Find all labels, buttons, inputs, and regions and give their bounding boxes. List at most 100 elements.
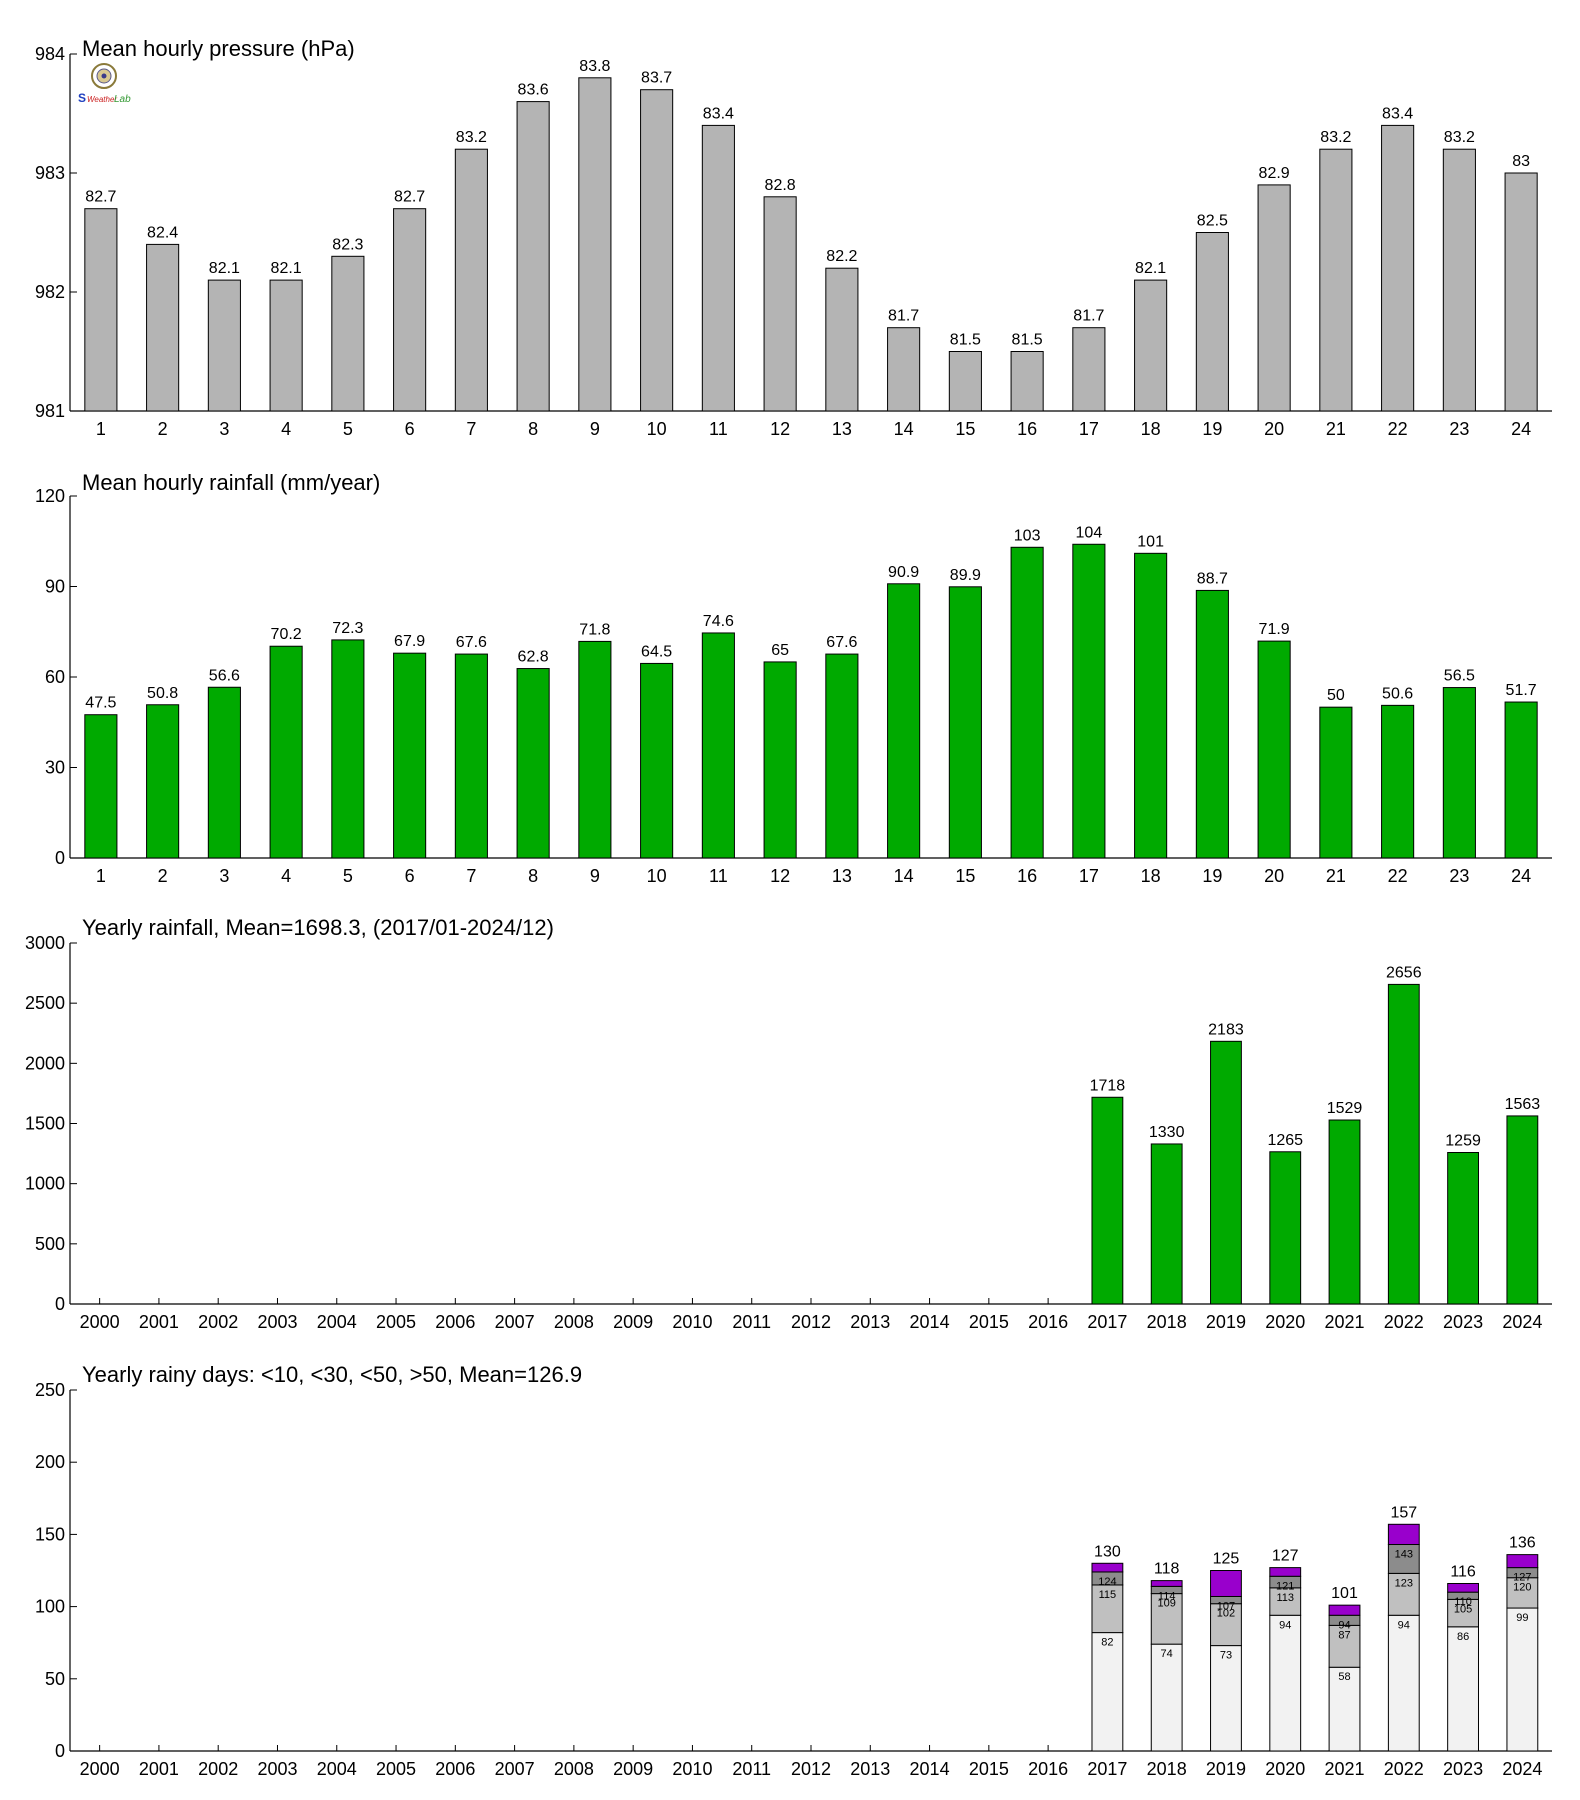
y-tick-label: 982 <box>35 282 65 302</box>
data-label: 90.9 <box>888 564 919 581</box>
data-label: 67.9 <box>394 633 425 650</box>
stacked-segment <box>1150 1643 1183 1752</box>
bar <box>516 668 550 859</box>
x-tick-label: 24 <box>1511 419 1531 439</box>
stacked-segment <box>1269 1567 1302 1577</box>
y-tick-label: 1000 <box>25 1174 65 1194</box>
data-label: 83.4 <box>703 105 734 122</box>
x-tick-label: 2006 <box>435 1312 475 1332</box>
bar <box>1210 1040 1242 1305</box>
bar <box>1328 1119 1361 1305</box>
bar <box>1506 1115 1539 1305</box>
bar <box>1010 351 1044 412</box>
bar <box>825 267 859 412</box>
y-tick-label: 2000 <box>25 1053 65 1073</box>
bar <box>84 714 118 859</box>
data-label: 83.7 <box>641 70 672 87</box>
x-tick-label: 17 <box>1079 866 1099 886</box>
data-label: 103 <box>1014 527 1041 544</box>
y-tick-label: 0 <box>55 1294 65 1314</box>
bar <box>578 640 612 859</box>
bar <box>1387 983 1420 1305</box>
bar <box>207 686 241 859</box>
bar <box>948 586 982 859</box>
bar <box>1269 1151 1302 1305</box>
data-label: 83.2 <box>1444 129 1475 146</box>
bar <box>948 351 982 412</box>
x-tick-label: 6 <box>405 419 415 439</box>
x-tick-label: 11 <box>709 866 728 886</box>
y-tick-label: 200 <box>35 1452 65 1472</box>
data-label: 89.9 <box>950 567 981 584</box>
x-tick-label: 2018 <box>1147 1759 1187 1779</box>
y-tick-label: 150 <box>35 1524 65 1544</box>
segment-label: 82 <box>1101 1637 1113 1649</box>
data-label: 81.5 <box>950 332 981 349</box>
bar <box>1381 124 1415 412</box>
stacked-segment <box>1447 1598 1479 1628</box>
segment-label: 87 <box>1338 1629 1350 1641</box>
x-tick-label: 2015 <box>969 1759 1009 1779</box>
data-label: 64.5 <box>641 643 672 660</box>
y-tick-label: 250 <box>35 1380 65 1400</box>
y-tick-label: 2500 <box>25 993 65 1013</box>
bar <box>84 208 118 412</box>
bar <box>825 653 859 859</box>
x-tick-label: 2019 <box>1206 1759 1246 1779</box>
data-label: 82.4 <box>147 224 178 241</box>
data-label: 82.7 <box>85 189 116 206</box>
data-label: 50 <box>1327 687 1345 704</box>
bar <box>1091 1096 1124 1305</box>
stacked-segment <box>1387 1544 1420 1574</box>
x-tick-label: 18 <box>1141 866 1161 886</box>
data-label: 62.8 <box>518 649 549 666</box>
x-tick-label: 2 <box>158 866 168 886</box>
bar <box>454 653 488 859</box>
x-tick-label: 2016 <box>1028 1312 1068 1332</box>
data-label: 72.3 <box>332 620 363 637</box>
bar <box>269 279 303 412</box>
x-tick-label: 23 <box>1449 419 1469 439</box>
x-tick-label: 4 <box>281 866 291 886</box>
segment-label: 115 <box>1099 1589 1117 1601</box>
bar <box>578 77 612 412</box>
data-label: 70.2 <box>271 626 302 643</box>
stacked-segment <box>1506 1554 1539 1569</box>
x-tick-label: 2024 <box>1502 1312 1542 1332</box>
data-label: 56.5 <box>1444 668 1475 685</box>
x-tick-label: 2008 <box>554 1759 594 1779</box>
stacked-segment <box>1091 1632 1124 1752</box>
segment-label: 110 <box>1454 1596 1472 1608</box>
x-tick-label: 15 <box>955 866 975 886</box>
bar <box>1319 148 1353 412</box>
segment-label: 86 <box>1457 1631 1469 1643</box>
x-tick-label: 15 <box>955 419 975 439</box>
x-tick-label: 2022 <box>1384 1312 1424 1332</box>
y-tick-label: 30 <box>45 758 65 778</box>
x-tick-label: 16 <box>1017 866 1037 886</box>
segment-label: 113 <box>1276 1592 1294 1604</box>
y-tick-label: 3000 <box>25 933 65 953</box>
x-tick-label: 24 <box>1511 866 1531 886</box>
x-tick-label: 2021 <box>1324 1312 1364 1332</box>
data-label: 81.7 <box>1073 308 1104 325</box>
stacked-segment <box>1328 1604 1361 1616</box>
x-tick-label: 14 <box>894 419 914 439</box>
data-label: 2656 <box>1386 964 1422 981</box>
bar <box>1134 552 1168 859</box>
x-tick-label: 3 <box>219 419 229 439</box>
x-tick-label: 2016 <box>1028 1759 1068 1779</box>
data-label: 50.6 <box>1382 685 1413 702</box>
x-tick-label: 2024 <box>1502 1759 1542 1779</box>
segment-label: 121 <box>1276 1580 1294 1592</box>
stacked-segment <box>1210 1645 1242 1752</box>
bar <box>331 639 365 859</box>
x-tick-label: 21 <box>1326 419 1346 439</box>
bar <box>1257 184 1291 412</box>
x-tick-label: 22 <box>1388 866 1408 886</box>
data-label: 1529 <box>1327 1100 1363 1117</box>
x-tick-label: 2010 <box>672 1759 712 1779</box>
x-tick-label: 8 <box>528 866 538 886</box>
bar <box>331 255 365 412</box>
